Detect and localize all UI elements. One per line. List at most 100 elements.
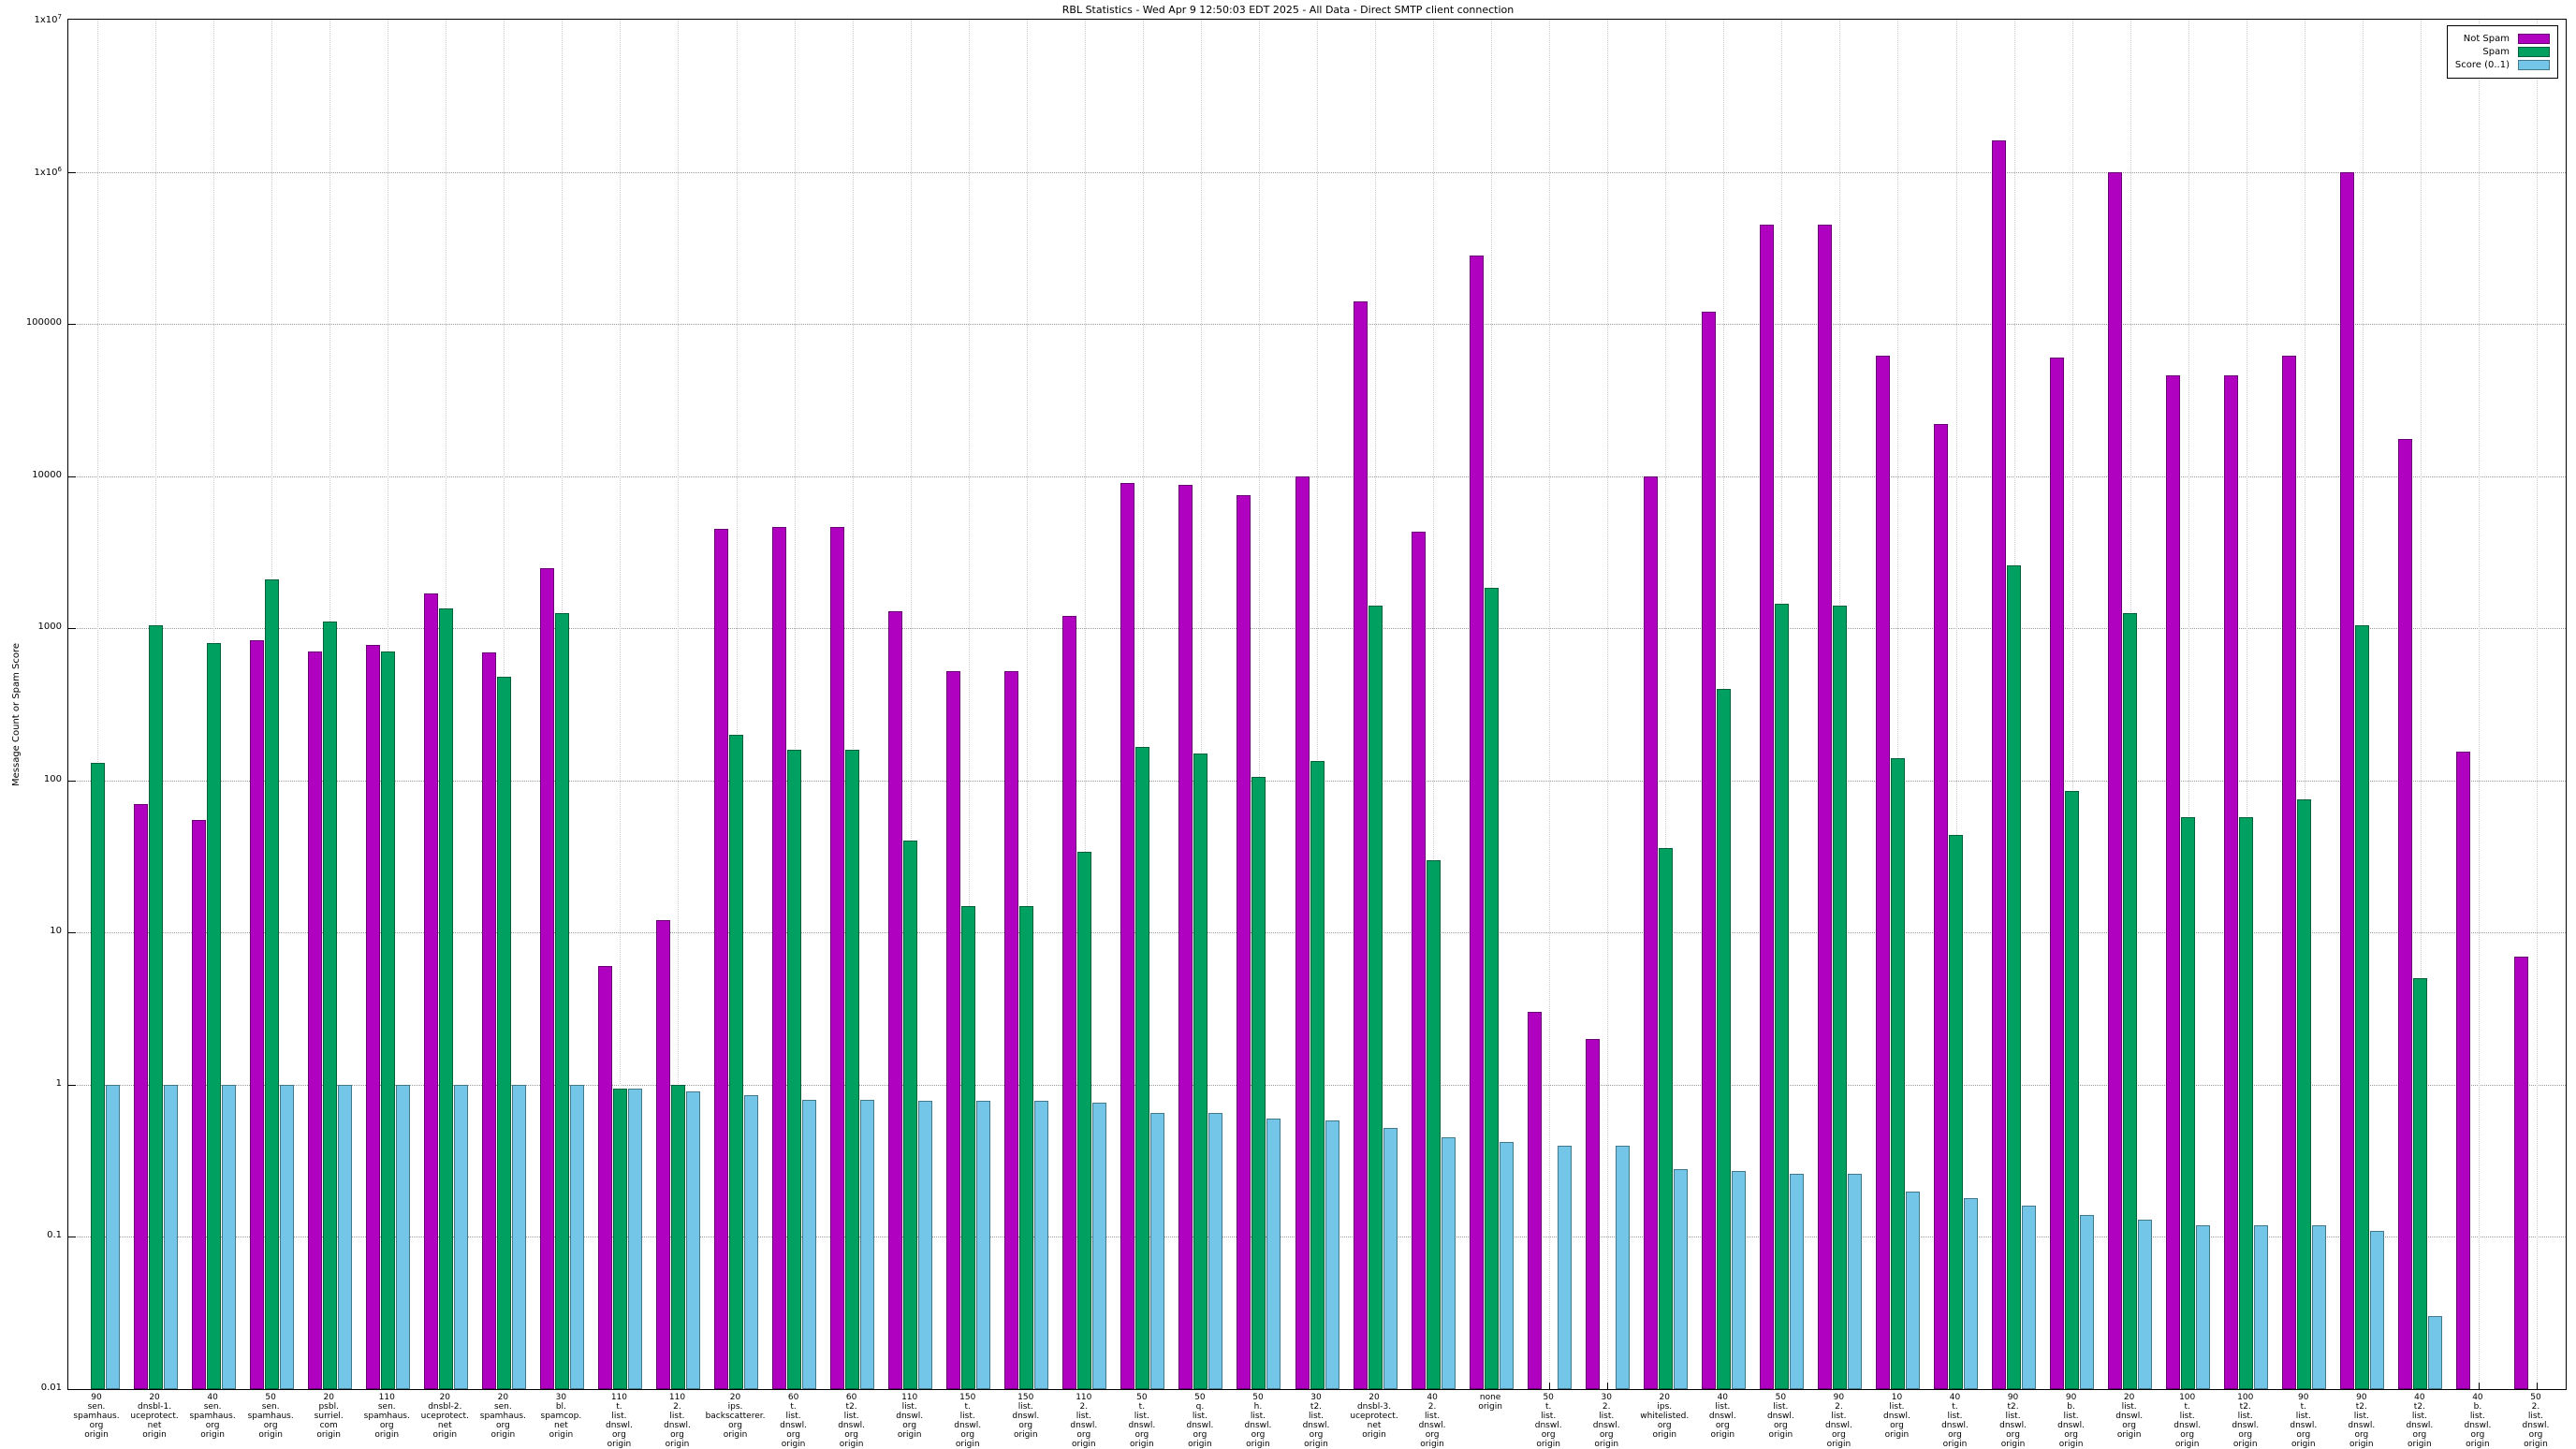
bar-spam xyxy=(2065,791,2080,1389)
x-tick-label: 40 sen. spamhaus. org origin xyxy=(189,1393,236,1440)
bar-spam xyxy=(1193,754,1208,1389)
bar-spam xyxy=(2239,817,2254,1389)
x-tick-label: 90 t. list. dnswl. org origin xyxy=(2290,1393,2318,1449)
bar-score-0-1 xyxy=(1208,1113,1223,1389)
bar-score-0-1 xyxy=(2428,1316,2443,1389)
bar-not-spam xyxy=(2340,171,2355,1389)
bar-spam xyxy=(729,734,744,1389)
y-tick-label: 1x107 xyxy=(34,12,62,26)
bar-spam xyxy=(1077,851,1092,1389)
bar-not-spam xyxy=(1759,224,1774,1389)
legend-entry-not-spam: Not Spam xyxy=(2455,34,2550,44)
bar-not-spam xyxy=(714,529,729,1389)
bar-score-0-1 xyxy=(2138,1219,2153,1389)
bar-spam xyxy=(961,905,976,1389)
bar-score-0-1 xyxy=(1092,1103,1107,1389)
bar-not-spam xyxy=(365,644,380,1389)
bar-not-spam xyxy=(133,803,148,1389)
bar-spam xyxy=(670,1084,685,1389)
x-tick-label: 110 t. list. dnswl. org origin xyxy=(606,1393,633,1449)
bar-score-0-1 xyxy=(1615,1145,1630,1389)
bar-score-0-1 xyxy=(802,1099,817,1389)
bar-spam xyxy=(903,841,918,1389)
y-axis-label: Message Count or Spam Score xyxy=(11,642,22,786)
bar-spam xyxy=(845,749,860,1389)
gridline-vertical xyxy=(1433,20,1435,1389)
x-tick-label: 40 t. list. dnswl. org origin xyxy=(1941,1393,1969,1449)
gridline-vertical xyxy=(620,20,622,1389)
bar-not-spam xyxy=(1004,671,1019,1389)
x-tick-mark xyxy=(1607,1383,1609,1389)
bar-spam xyxy=(1949,834,1963,1389)
bar-spam xyxy=(2007,564,2022,1389)
y-tick-label: 100000 xyxy=(25,317,62,329)
x-tick-label: 20 dnsbl-3. uceprotect. net origin xyxy=(1350,1393,1398,1440)
bar-spam xyxy=(787,749,802,1389)
x-tick-label: 110 2. list. dnswl. org origin xyxy=(664,1393,691,1449)
x-tick-label: 20 psbl. surriel. com origin xyxy=(314,1393,344,1440)
x-tick-label: 50 t. list. dnswl. org origin xyxy=(1534,1393,1562,1449)
bar-spam xyxy=(1484,587,1499,1389)
bar-score-0-1 xyxy=(1325,1120,1339,1389)
bar-not-spam xyxy=(481,652,496,1389)
bar-not-spam xyxy=(1992,140,2007,1389)
gridline-vertical xyxy=(2071,20,2073,1389)
bar-not-spam xyxy=(1120,483,1135,1389)
y-tick-mark xyxy=(68,1084,76,1086)
y-tick-label: 0.1 xyxy=(47,1230,62,1241)
bar-spam xyxy=(1716,688,1731,1389)
bar-spam xyxy=(2181,817,2196,1389)
bar-score-0-1 xyxy=(1150,1113,1165,1389)
bar-not-spam xyxy=(1062,616,1077,1389)
x-tick-label: 60 t2. list. dnswl. org origin xyxy=(838,1393,866,1449)
x-tick-mark xyxy=(1549,1383,1551,1389)
bar-spam xyxy=(496,677,511,1389)
bar-spam xyxy=(554,613,569,1389)
bar-not-spam xyxy=(1643,476,1658,1389)
bar-score-0-1 xyxy=(1266,1118,1281,1389)
bar-not-spam xyxy=(1527,1012,1542,1389)
gridline-vertical xyxy=(1665,20,1667,1389)
bar-spam xyxy=(206,642,221,1389)
bar-spam xyxy=(1832,606,1847,1389)
legend-entry-spam: Spam xyxy=(2455,47,2550,57)
gridline-vertical xyxy=(1317,20,1318,1389)
gridline-vertical xyxy=(678,20,680,1389)
bar-not-spam xyxy=(1295,476,1310,1389)
bar-not-spam xyxy=(2166,374,2181,1389)
bar-not-spam xyxy=(772,527,787,1389)
bar-not-spam xyxy=(1701,312,1716,1389)
x-tick-label: 20 dnsbl-2. uceprotect. net origin xyxy=(420,1393,469,1440)
bar-score-0-1 xyxy=(1731,1171,1746,1389)
bar-not-spam xyxy=(597,966,612,1389)
gridline-vertical xyxy=(1955,20,1957,1389)
bar-score-0-1 xyxy=(105,1084,120,1389)
bar-spam xyxy=(380,651,395,1389)
bar-not-spam xyxy=(423,593,438,1389)
bar-score-0-1 xyxy=(744,1095,759,1389)
bar-score-0-1 xyxy=(1441,1137,1456,1389)
y-tick-mark xyxy=(68,476,76,477)
bar-score-0-1 xyxy=(627,1088,642,1389)
y-tick-label: 1 xyxy=(55,1077,62,1089)
gridline-vertical xyxy=(97,20,99,1389)
x-tick-label: 10 list. dnswl. org origin xyxy=(1883,1393,1910,1440)
y-tick-mark xyxy=(68,932,76,934)
gridline-vertical xyxy=(910,20,912,1389)
bar-score-0-1 xyxy=(1964,1197,1978,1389)
gridline-vertical xyxy=(1897,20,1899,1389)
bar-score-0-1 xyxy=(860,1099,875,1389)
bar-score-0-1 xyxy=(976,1101,991,1389)
x-tick-label: 20 list. dnswl. org origin xyxy=(2115,1393,2144,1440)
legend-label-not-spam: Not Spam xyxy=(2463,34,2510,44)
x-tick-label: 50 q. list. dnswl. org origin xyxy=(1186,1393,1214,1449)
gridline-vertical xyxy=(2536,20,2538,1389)
bar-spam xyxy=(612,1088,627,1389)
x-tick-label: 100 t2. list. dnswl. org origin xyxy=(2232,1393,2260,1449)
bar-score-0-1 xyxy=(2254,1224,2269,1389)
gridline-vertical xyxy=(1142,20,1144,1389)
x-tick-label: 110 sen. spamhaus. org origin xyxy=(363,1393,410,1440)
gridline-vertical xyxy=(1258,20,1260,1389)
x-tick-label: 110 list. dnswl. org origin xyxy=(896,1393,924,1440)
